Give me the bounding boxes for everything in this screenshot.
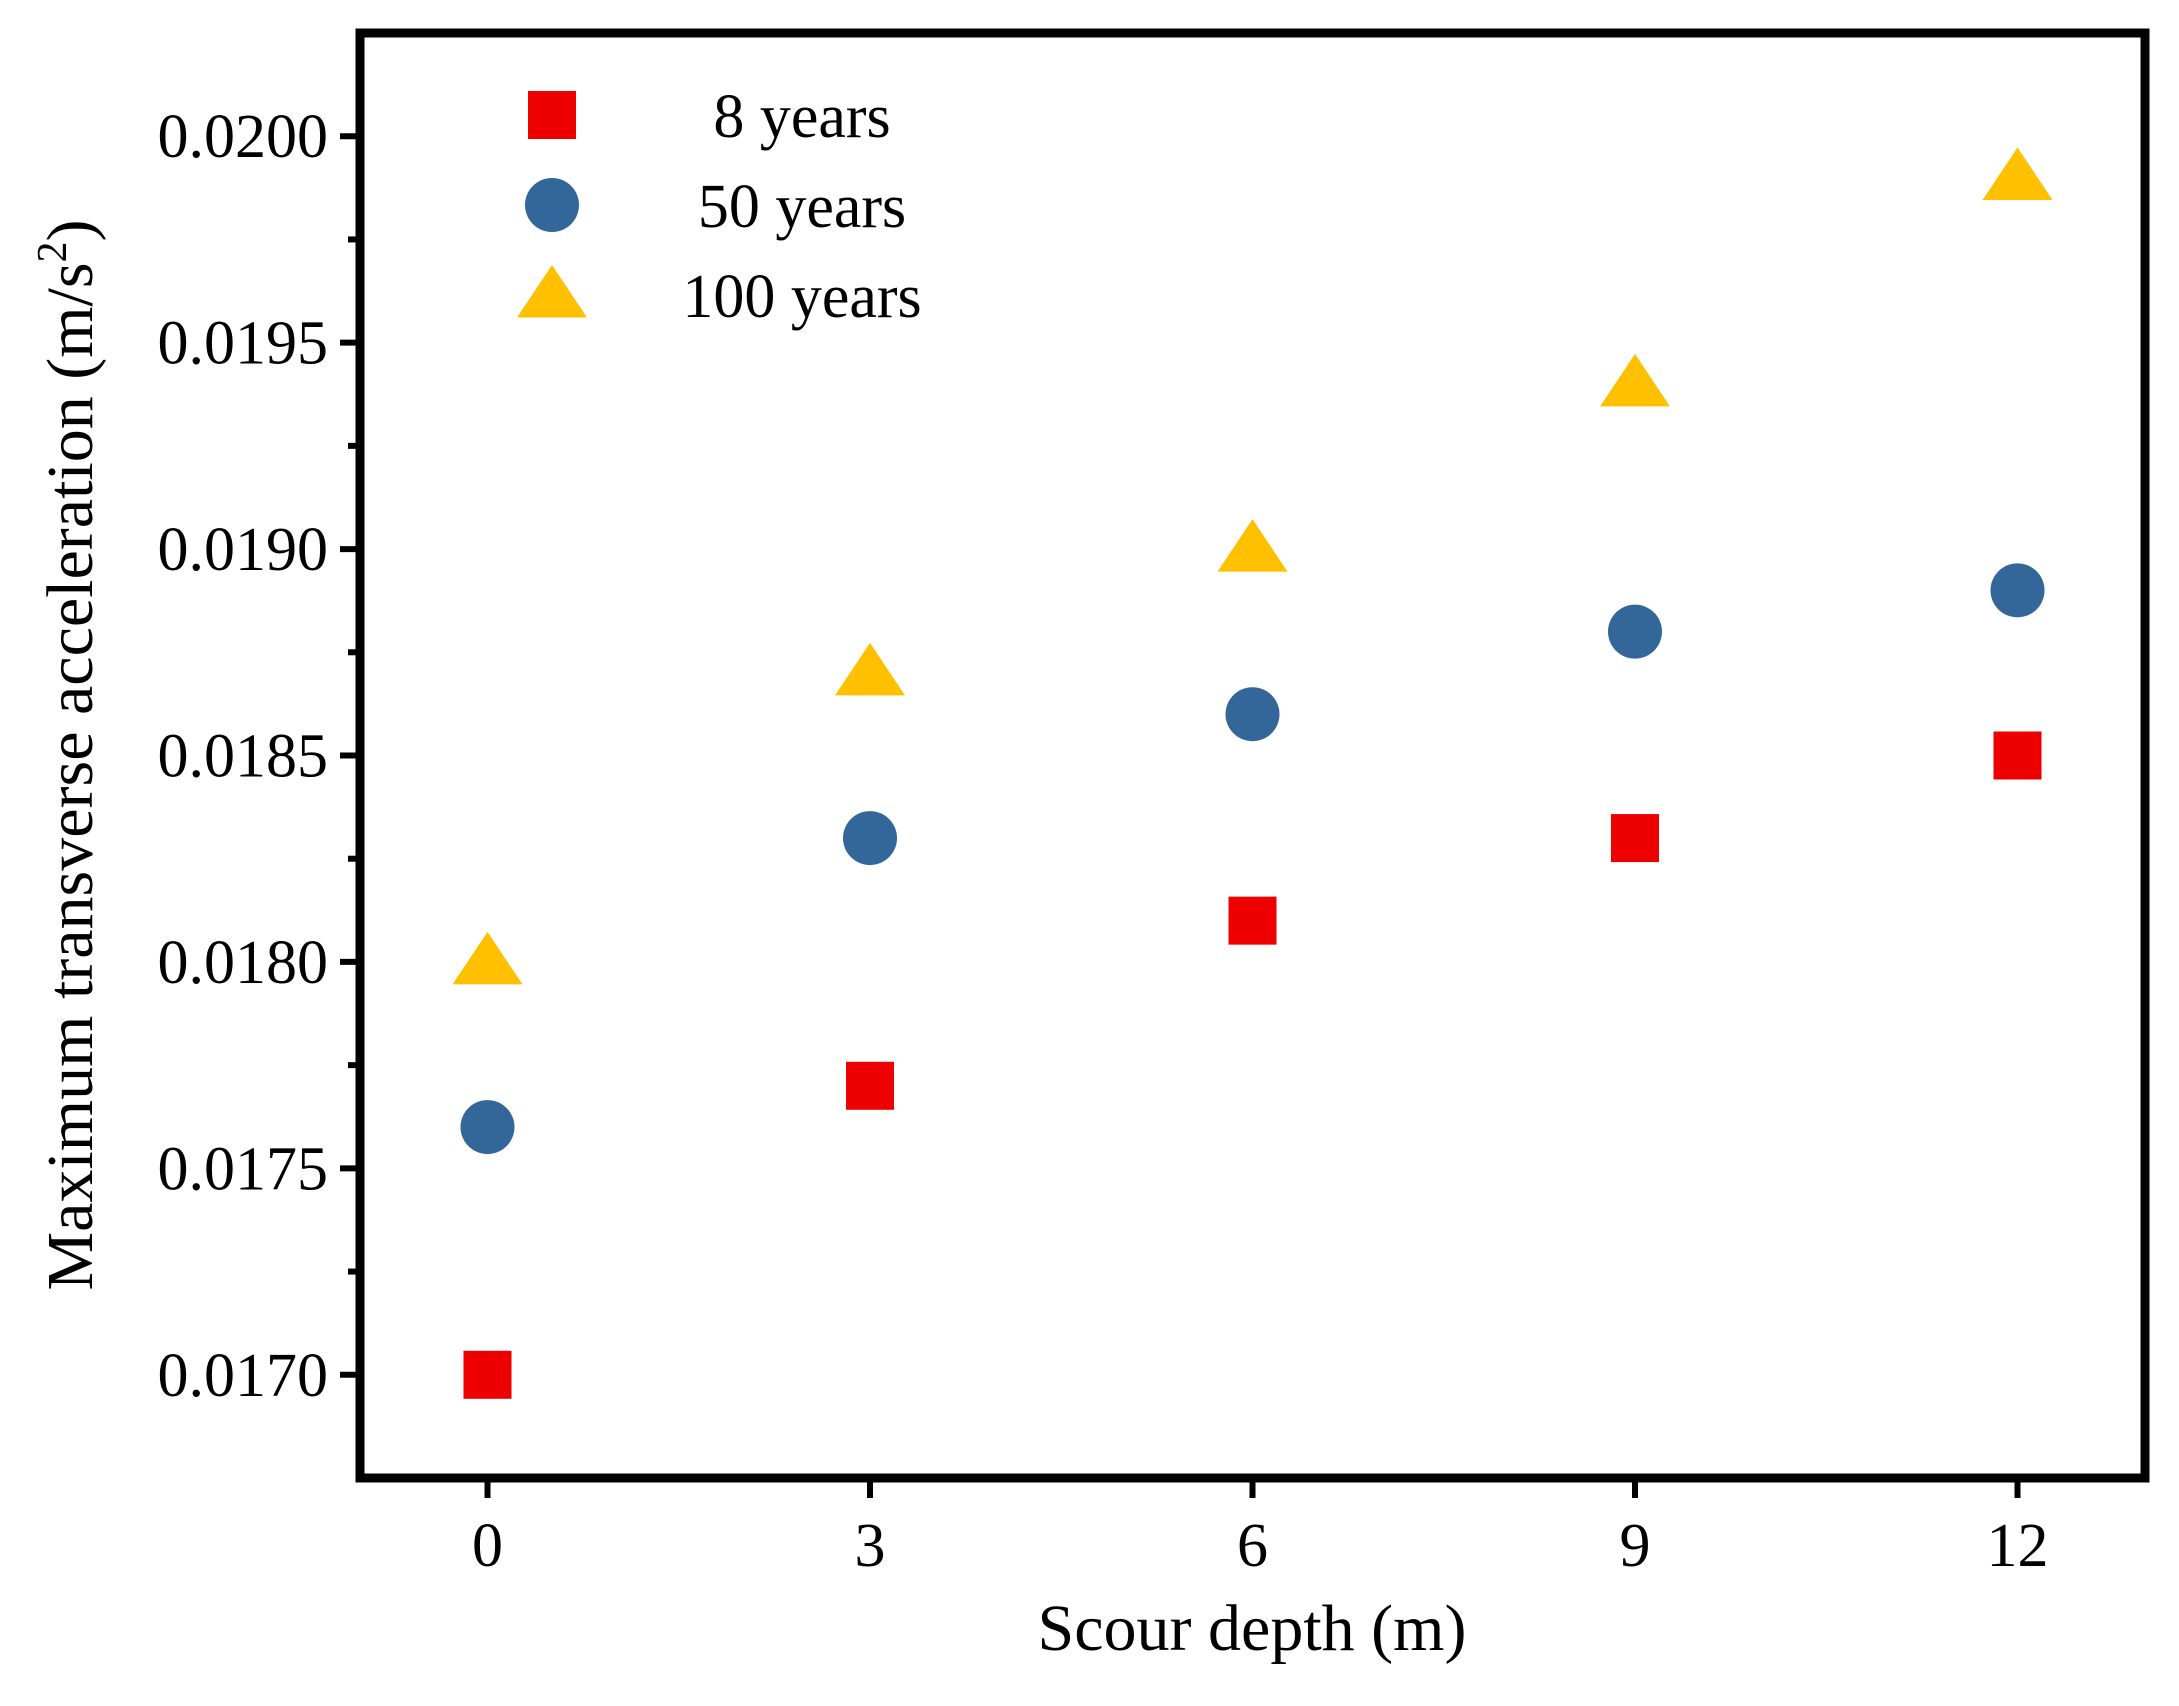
- data-marks: [452, 147, 2053, 1399]
- y-tick-label: 0.0180: [158, 929, 329, 997]
- x-tick-label: 9: [1620, 1512, 1651, 1580]
- data-point-circle: [1608, 604, 1662, 659]
- x-tick-label: 12: [1987, 1512, 2049, 1580]
- y-axis-title: Maximum transverse acceleration (m/s2): [30, 219, 107, 1290]
- legend-label: 8 years: [713, 83, 890, 151]
- y-axis-title-main: Maximum transverse acceleration (m/s: [34, 262, 107, 1290]
- legend-label: 50 years: [698, 173, 906, 241]
- legend-item: 100 years: [517, 263, 922, 331]
- data-point-circle: [460, 1100, 515, 1155]
- legend-marker-circle: [525, 178, 579, 232]
- y-axis-ticks: 0.0170 0.0175 0.0180 0.0185 0.0190 0.0195 0.02…: [158, 103, 360, 1410]
- x-tick-label: 0: [472, 1512, 503, 1580]
- data-point-triangle: [1217, 519, 1288, 572]
- y-tick-label: 0.0200: [158, 103, 329, 171]
- series-100-years: [452, 147, 2053, 985]
- y-tick-label: 0.0170: [158, 1342, 329, 1410]
- plot-frame: [355, 28, 2150, 1483]
- x-axis-ticks: 0 3 6 9 12: [472, 1478, 2049, 1580]
- data-point-square: [1228, 896, 1277, 945]
- data-point-triangle: [835, 642, 905, 696]
- legend-item: 8 years: [528, 83, 891, 151]
- y-tick-label: 0.0190: [158, 516, 329, 584]
- x-tick-label: 6: [1237, 1512, 1268, 1580]
- data-point-square: [1611, 814, 1659, 863]
- data-point-circle: [1990, 563, 2045, 618]
- x-tick-label: 3: [855, 1512, 886, 1580]
- y-tick-label: 0.0175: [158, 1135, 329, 1203]
- data-point-triangle: [1600, 353, 1670, 407]
- y-tick-label: 0.0195: [158, 310, 329, 378]
- legend-item: 50 years: [525, 173, 906, 241]
- data-point-circle: [843, 811, 897, 866]
- data-point-square: [846, 1061, 894, 1110]
- legend-marker-triangle: [517, 265, 587, 318]
- data-point-circle: [1225, 687, 1280, 742]
- series-50-years: [460, 563, 2045, 1155]
- data-point-square: [1993, 731, 2042, 780]
- legend-marker-square: [528, 91, 576, 139]
- legend: 8 years 50 years 100 years: [517, 83, 922, 331]
- series-8-years: [463, 731, 2042, 1399]
- data-point-triangle: [452, 931, 523, 985]
- y-tick-label: 0.0185: [158, 723, 329, 791]
- y-axis-title-superscript: 2: [30, 241, 76, 262]
- data-point-triangle: [1982, 147, 2053, 200]
- data-point-square: [463, 1350, 512, 1399]
- y-axis-title-end: ): [34, 219, 107, 241]
- x-axis-title: Scour depth (m): [1038, 1592, 1467, 1665]
- legend-label: 100 years: [682, 263, 921, 331]
